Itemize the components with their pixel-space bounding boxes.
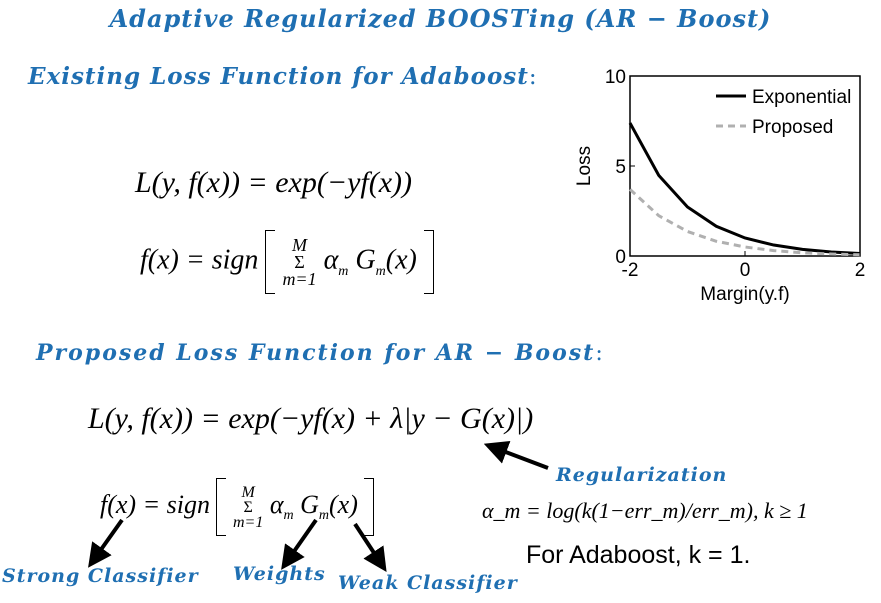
proposed-loss-heading-text: Proposed Loss Function for AR − Boost <box>36 340 596 366</box>
alpha-equation: α_m = log(k(1−err_m)/err_m), k ≥ 1 <box>482 498 808 523</box>
existing-loss-heading: Existing Loss Function for Adaboost: <box>28 63 538 90</box>
sum-symbol: Σ <box>294 251 305 272</box>
alpha-term: α <box>323 244 339 276</box>
f-prefix: f(x) = sign <box>140 244 259 276</box>
legend-label-exponential: Exponential <box>752 87 851 108</box>
existing-loss-equation: L(y, f(x)) = exp(−yf(x)) <box>135 166 413 199</box>
x-tick-label: 2 <box>855 260 866 281</box>
weak-classifier-label: Weak Classifier <box>338 572 518 594</box>
x-tick-label: 0 <box>740 260 751 281</box>
summation-2: M Σ m=1 <box>232 483 264 531</box>
strong-classifier-equation-top: f(x) = sign M Σ m=1 αm Gm(x) <box>140 230 434 294</box>
g-sub: m <box>375 264 386 280</box>
g-arg: (x) <box>385 244 417 276</box>
existing-loss-heading-text: Existing Loss Function for Adaboost <box>28 63 529 90</box>
y-tick-label: 10 <box>605 67 626 88</box>
right-bracket <box>423 230 434 294</box>
sum-upper: M <box>292 234 308 255</box>
series-line-proposed <box>628 188 861 257</box>
series-line-exponential <box>628 122 861 255</box>
y-tick-label: 0 <box>615 247 626 268</box>
left-bracket <box>265 230 276 294</box>
g-sub-2: m <box>318 508 330 524</box>
regularization-label: Regularization <box>556 464 728 486</box>
g-term-2: G <box>300 489 319 519</box>
alpha-sub: m <box>338 264 349 280</box>
left-bracket-2 <box>216 478 227 536</box>
sum-symbol-2: Σ <box>243 498 253 516</box>
x-axis-label: Margin(y.f) <box>700 284 789 305</box>
legend-label-proposed: Proposed <box>752 117 833 138</box>
loss-chart: -2 0 20510Margin(y.f)LossExponentialPropos… <box>574 67 866 305</box>
slide-title: Adaptive Regularized BOOSTing (AR − Boos… <box>109 4 772 33</box>
g-term: G <box>355 244 376 276</box>
strong-classifier-equation-bottom: f(x) = sign M Σ m=1 αm Gm(x) <box>100 478 375 536</box>
right-bracket-2 <box>364 478 375 536</box>
sum-lower: m=1 <box>282 268 317 289</box>
adaboost-note: For Adaboost, k = 1. <box>526 541 751 569</box>
g-arg-2: (x) <box>329 489 358 519</box>
y-axis-label: Loss <box>574 146 595 186</box>
y-tick-label: 5 <box>615 157 626 178</box>
proposed-loss-heading: Proposed Loss Function for AR − Boost: <box>36 340 605 366</box>
alpha-term-2: α <box>269 489 284 519</box>
proposed-loss-equation: L(y, f(x)) = exp(−yf(x) + λ|y − G(x)|) <box>88 402 534 435</box>
strong-classifier-label: Strong Classifier <box>2 565 199 587</box>
regularization-arrow <box>483 441 549 470</box>
x-tick-label: -2 <box>622 260 639 281</box>
weights-arrow <box>281 518 318 570</box>
alpha-sub-2: m <box>283 508 294 524</box>
f-prefix-2: f(x) = sign <box>100 489 210 519</box>
sum-upper-2: M <box>241 483 255 501</box>
sum-lower-2: m=1 <box>232 513 264 531</box>
summation: M Σ m=1 <box>282 234 317 289</box>
strong-classifier-arrow <box>88 518 124 568</box>
weak-classifier-arrow <box>353 522 387 573</box>
